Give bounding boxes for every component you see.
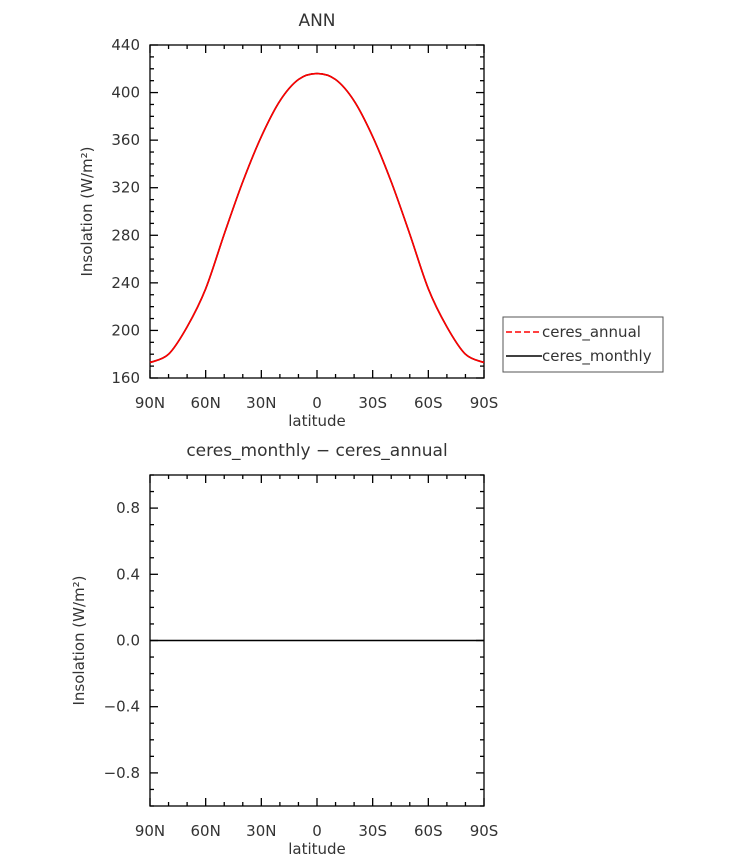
x-tick-label: 30N — [246, 822, 276, 840]
legend-label-ceres_monthly: ceres_monthly — [542, 347, 652, 366]
y-tick-label: 400 — [111, 84, 140, 102]
y-tick-label: 160 — [111, 369, 140, 387]
legend: ceres_annual ceres_monthly — [502, 316, 664, 373]
y-tick-label: 0.0 — [116, 632, 140, 650]
x-tick-label: 60N — [191, 394, 221, 412]
y-tick-label: −0.8 — [104, 764, 140, 782]
legend-label-ceres_annual: ceres_annual — [542, 323, 641, 342]
x-tick-label: 60S — [414, 822, 443, 840]
x-tick-label: 90N — [135, 394, 165, 412]
x-tick-label: 30S — [358, 394, 387, 412]
x-tick-label: 30N — [246, 394, 276, 412]
x-tick-label: 0 — [312, 394, 322, 412]
legend-box — [502, 316, 664, 373]
series-line-ceres_annual — [149, 72, 485, 364]
y-tick-label: 280 — [111, 226, 140, 244]
x-tick-label: 30S — [358, 822, 387, 840]
x-tick-label: 0 — [312, 822, 322, 840]
y-tick-label: 360 — [111, 131, 140, 149]
y-axis-label: Insolation (W/m²) — [70, 576, 88, 706]
x-tick-label: 60S — [414, 394, 443, 412]
y-tick-label: 240 — [111, 274, 140, 292]
plot-panel-2: 90N 60N 30N 0 30S 60S 90S −0.8 −0.4 0.0 0.4 0.8 lati… — [70, 441, 498, 858]
chart-title: ANN — [298, 11, 335, 31]
y-axis-label: Insolation (W/m²) — [78, 147, 96, 277]
y-tick-label: 440 — [111, 36, 140, 54]
y-tick-label: 0.4 — [116, 565, 140, 583]
x-tick-label: 90S — [470, 822, 499, 840]
y-tick-label: 200 — [111, 321, 140, 339]
y-tick-label: 320 — [111, 179, 140, 197]
y-tick-label: 0.8 — [116, 499, 140, 517]
x-axis-label: latitude — [288, 412, 346, 430]
chart-title: ceres_monthly − ceres_annual — [186, 441, 447, 461]
x-tick-label: 60N — [191, 822, 221, 840]
plot-panel-1: 90N 60N 30N 0 30S 60S 90S 160 200 240 280 320 360 400… — [78, 11, 664, 430]
y-tick-label: −0.4 — [104, 698, 140, 716]
x-axis-label: latitude — [288, 840, 346, 858]
x-tick-label: 90N — [135, 822, 165, 840]
series-line-ceres_monthly — [149, 72, 485, 364]
plot-frame — [149, 44, 485, 379]
x-tick-label: 90S — [470, 394, 499, 412]
